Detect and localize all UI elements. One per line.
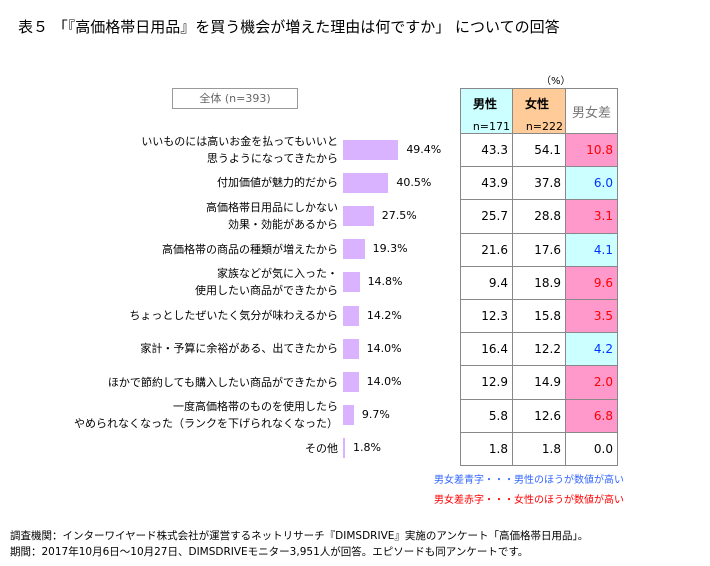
value-label: 27.5% — [381, 209, 417, 222]
table-row: 43.9 37.8 6.0 — [460, 166, 618, 201]
female-value: 54.1 — [512, 132, 566, 168]
female-value: 12.2 — [512, 332, 566, 367]
diff-value: 6.0 — [565, 166, 618, 201]
bar — [343, 139, 399, 160]
note-blue: 男女差青字・・・男性のほうが数値が高い — [434, 475, 624, 486]
category-label: 家族などが気に入った・ 使用したい商品ができたから — [195, 267, 338, 298]
diff-value: 9.6 — [565, 265, 618, 300]
female-value: 1.8 — [512, 431, 566, 466]
female-value: 12.6 — [512, 398, 566, 433]
diff-value: 2.0 — [565, 365, 618, 400]
diff-value: 3.5 — [565, 298, 618, 334]
table-row: 12.9 14.9 2.0 — [460, 365, 618, 400]
category-label: 付加価値が魅力的だから — [217, 176, 338, 190]
bar — [343, 239, 365, 260]
header-1: 女性 n=222 — [512, 88, 566, 134]
male-value: 16.4 — [460, 332, 513, 367]
bar — [343, 338, 359, 359]
table-row: 12.3 15.8 3.5 — [460, 298, 618, 334]
category-label: いいものには高いお金を払ってもいいと 思うようになってきたから — [141, 134, 338, 165]
value-label: 49.4% — [406, 142, 442, 156]
diff-value: 0.0 — [565, 431, 618, 466]
bar — [343, 206, 374, 226]
female-value: 18.9 — [512, 265, 566, 300]
category-label: 高価格帯日用品にしかない 効果・効能があるから — [206, 201, 338, 231]
gender-table: 男性 n=171 女性 n=222 男女差 43.3 54.1 10.8 43.9 37.8 6.… — [460, 88, 618, 466]
value-label: 14.0% — [366, 341, 402, 355]
female-value: 15.8 — [512, 298, 566, 334]
table-row: 9.4 18.9 9.6 — [460, 265, 618, 300]
unit-label: （%） — [541, 76, 571, 87]
bar — [343, 372, 359, 392]
table-row: 16.4 12.2 4.2 — [460, 332, 618, 367]
value-label: 40.5% — [396, 175, 432, 189]
bar — [343, 305, 359, 326]
male-value: 5.8 — [460, 398, 513, 433]
male-value: 43.9 — [460, 166, 513, 201]
table-row: 5.8 12.6 6.8 — [460, 398, 618, 433]
legend-overall: 全体 (n=393) — [172, 88, 298, 109]
female-value: 14.9 — [512, 365, 566, 400]
category-label: その他 — [305, 441, 338, 455]
footer-line-1: 調査機関：インターワイヤード株式会社が運営するネットリサーチ『DIMSDRIVE… — [10, 530, 589, 542]
category-label: 家計・予算に余裕がある、出てきたから — [140, 342, 338, 356]
category-label: ほかで節約しても購入したい商品ができたから — [107, 375, 338, 389]
male-value: 21.6 — [460, 232, 513, 267]
value-label: 14.8% — [367, 275, 403, 289]
male-value: 12.9 — [460, 365, 513, 400]
header-0: 男性 n=171 — [460, 88, 513, 134]
male-value: 12.3 — [460, 298, 513, 334]
diff-value: 3.1 — [565, 199, 618, 234]
category-label: 高価格帯の商品の種類が増えたから — [162, 242, 338, 256]
bar — [343, 405, 354, 426]
value-label: 14.2% — [366, 308, 402, 322]
female-value: 28.8 — [512, 199, 566, 234]
bar — [343, 172, 389, 193]
footer: 調査機関：インターワイヤード株式会社が運営するネットリサーチ『DIMSDRIVE… — [10, 528, 588, 560]
diff-value: 10.8 — [565, 132, 618, 168]
category-label: 一度高価格帯のものを使用したら やめられなくなった（ランクを下げられなくなった） — [74, 400, 338, 431]
male-value: 1.8 — [460, 431, 513, 466]
value-label: 1.8% — [353, 441, 381, 455]
bar — [343, 438, 346, 459]
female-value: 17.6 — [512, 232, 566, 267]
bar — [343, 272, 360, 293]
diff-value: 4.1 — [565, 232, 618, 267]
table-row: 25.7 28.8 3.1 — [460, 199, 618, 234]
header-2: 男女差 — [565, 88, 618, 134]
male-value: 9.4 — [460, 265, 513, 300]
diff-value: 6.8 — [565, 398, 618, 433]
female-value: 37.8 — [512, 166, 566, 201]
note-red: 男女差赤字・・・女性のほうが数値が高い — [434, 495, 624, 506]
value-label: 14.0% — [366, 375, 402, 388]
category-label: ちょっとしたぜいたく気分が味わえるから — [129, 309, 338, 323]
table-row: 21.6 17.6 4.1 — [460, 232, 618, 267]
value-label: 19.3% — [372, 242, 408, 256]
male-value: 25.7 — [460, 199, 513, 234]
page-title: 表５ 「『高価格帯日用品』を買う機会が増えた理由は何ですか」 についての回答 — [18, 18, 560, 36]
footer-line-2: 期間：2017年10月6日～10月27日、DIMSDRIVEモニター3,951人… — [10, 546, 529, 558]
value-label: 9.7% — [361, 408, 390, 422]
diff-value: 4.2 — [565, 332, 618, 367]
male-value: 43.3 — [460, 132, 513, 168]
table-row: 1.8 1.8 0.0 — [460, 431, 618, 466]
table-row: 43.3 54.1 10.8 — [460, 132, 618, 168]
